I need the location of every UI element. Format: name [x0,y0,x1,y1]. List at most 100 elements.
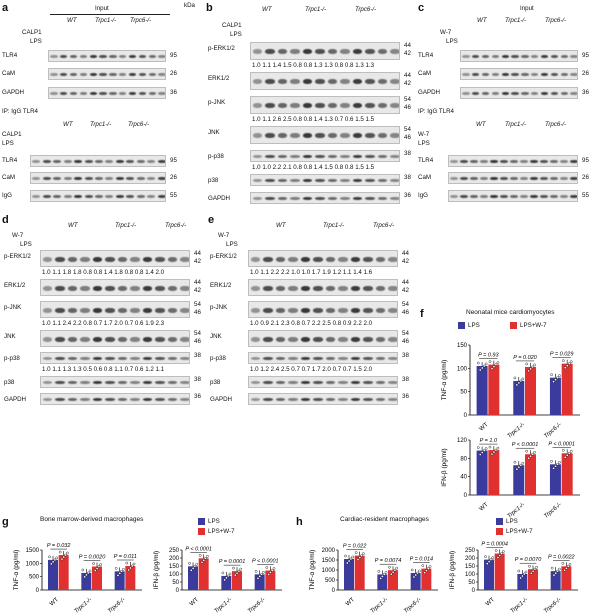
x-tick-label: Trpc1-/- [74,597,94,614]
data-point [552,466,555,470]
blot-band [363,357,373,360]
blot-band [67,308,77,313]
blot-band [500,195,508,198]
data-point [521,461,525,465]
group-label: Trpc6-/- [545,121,567,128]
blot-label: p-ERK1/2 [4,253,31,260]
blot-band [530,195,538,198]
blot-band [69,73,78,76]
blot-band [540,73,549,76]
quant-values: 1.0 1.1 1.8 1.8 0.8 0.8 1.4 1.8 0.8 0.8 … [42,269,165,276]
data-point [418,569,421,573]
panel-label-a: a [2,2,9,14]
blot-band [80,308,90,313]
kda-label: 46 [402,338,409,345]
blot-band [42,337,52,342]
blot-band [290,79,300,85]
y-tick-label: 0 [176,588,180,594]
y-tick-label: 0 [472,588,476,594]
blot-band [363,257,373,262]
data-point [190,569,193,572]
legend-swatch-lpsw7 [198,528,205,535]
row-label: LPS [226,241,238,248]
kda-label: 44 [194,279,201,286]
blot-band [560,92,568,95]
data-point [558,374,561,377]
data-point [428,565,432,568]
blot-band [130,381,140,384]
blot-band [80,337,90,342]
data-point [48,555,51,559]
data-point [529,367,532,371]
blot-band [300,398,310,401]
p-value: P < 0.0001 [185,546,212,552]
data-point [533,567,537,571]
blot-band [480,195,488,198]
data-point [193,565,197,568]
blot-band [511,92,519,95]
blot-strip [248,376,398,388]
blot-band [300,381,310,384]
y-tick-label: 150 [457,343,468,349]
blot-band [350,286,360,291]
y-tick-label: 50 [460,390,467,396]
data-point [568,563,572,566]
blot-band [80,257,90,262]
data-point [502,550,505,553]
bar-chart: 0 500 1000 1500 2000 TNF-α (pg/ml) WT P = 0.022… [309,544,438,614]
blot-band [95,195,103,198]
row-label: W-7 [440,29,452,36]
quant-values: 1.0 1.1 2.6 2.5 0.8 0.8 1.4 1.3 0.7 0.6 … [252,116,375,123]
blot-band [520,160,528,163]
x-tick-label: WT [49,597,60,608]
blot-band [390,133,399,139]
blot-band [340,49,350,55]
blot-band [167,257,177,262]
blot-band [42,195,51,198]
blot-band [167,308,177,313]
blot-band [550,195,558,198]
blot-band [350,357,360,360]
blot-band [450,160,458,163]
row-label: LPS [230,31,242,38]
blot-band [138,55,147,58]
blot-band [136,195,145,198]
blot-band [157,195,165,198]
divider [50,14,170,15]
blot-band [290,103,300,109]
blot-band [252,79,262,85]
blot-band [250,286,260,291]
blot-band [313,286,323,291]
data-point [377,570,381,573]
bar-chart: 0 40 80 120 IFN-β (pg/ml) WT P = 1.0 Trpc1-/- P … [441,438,580,519]
kda-label: 42 [194,287,201,294]
bar [232,571,242,590]
blot-band [167,381,177,384]
legend-swatch-lpsw7 [496,528,503,535]
y-tick-label: 1000 [322,568,336,574]
data-point [492,450,496,454]
kda-label: 44 [402,250,409,257]
blot-band [265,49,275,55]
p-value: P = 0.0074 [375,558,402,564]
data-point [132,562,136,566]
blot-band [470,160,478,163]
blot-band [92,257,102,262]
blot-band [138,73,147,76]
blot-band [365,79,375,85]
blot-band [288,257,298,262]
blot-band [500,177,508,180]
data-point [556,376,559,379]
blot-label: ERK1/2 [4,282,26,289]
blot-band [327,155,337,158]
blot-band [117,257,127,262]
blot-band [300,286,310,291]
kda-label: 42 [404,50,411,57]
data-point [416,571,419,575]
data-point [269,571,272,574]
blot-band [84,177,93,180]
row-label: W-7 [418,131,430,138]
y-tick-label: 120 [457,438,468,444]
blot-band [315,155,325,158]
data-point [410,568,414,572]
